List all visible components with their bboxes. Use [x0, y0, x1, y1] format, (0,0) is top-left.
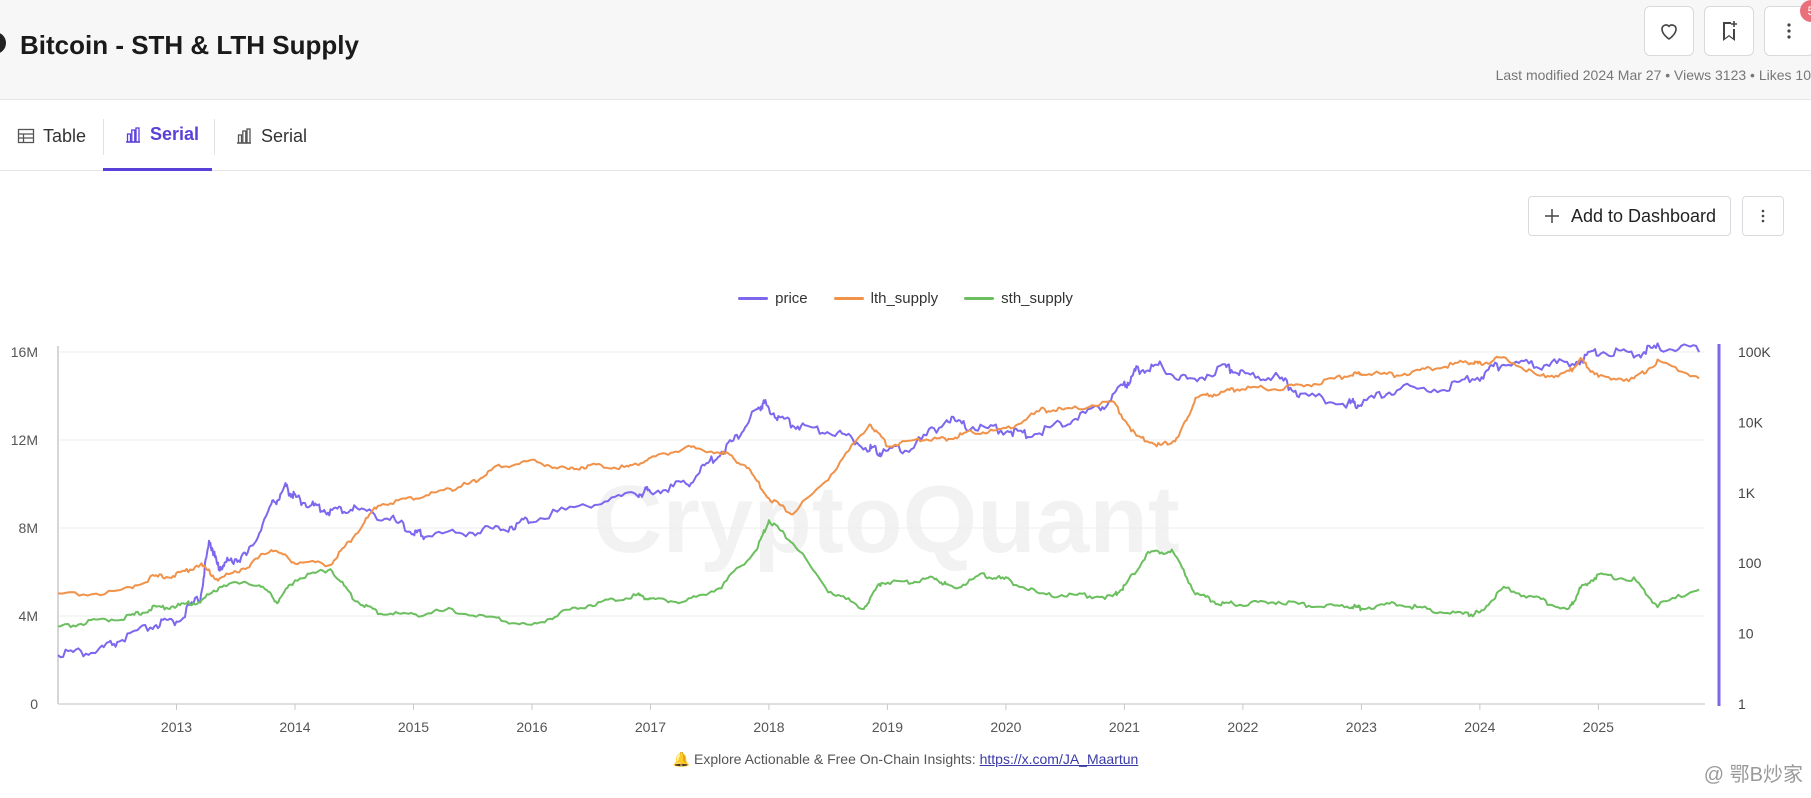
- x-tick-label: 2013: [161, 719, 192, 735]
- x-tick-label: 2015: [398, 719, 429, 735]
- chart-options-button[interactable]: [1742, 196, 1784, 236]
- legend-item-lth-supply[interactable]: lth_supply: [833, 290, 939, 307]
- bookmark-button[interactable]: [1704, 6, 1754, 56]
- y-right-tick-label: 1: [1738, 696, 1746, 712]
- heart-icon: [1661, 24, 1677, 40]
- page-title: Bitcoin - STH & LTH Supply: [20, 30, 359, 60]
- y-right-tick-label: 10: [1738, 626, 1754, 642]
- y-left-tick-label: 8M: [19, 520, 38, 536]
- legend-label: sth_supply: [1001, 290, 1073, 307]
- x-tick-label: 2019: [872, 719, 903, 735]
- more-vertical-icon: [1787, 23, 1791, 39]
- more-vertical-icon: [1761, 209, 1765, 223]
- add-to-dashboard-label: Add to Dashboard: [1570, 205, 1717, 226]
- legend-item-sth-supply[interactable]: sth_supply: [964, 290, 1073, 307]
- series-line-price: [57, 342, 1700, 659]
- y-right-tick-label: 1K: [1738, 485, 1756, 501]
- like-button[interactable]: [1644, 6, 1694, 56]
- footer-text: 🔔 Explore Actionable & Free On-Chain Ins…: [672, 751, 976, 767]
- view-tabs: Table Serial Serial: [0, 101, 1811, 171]
- notification-badge: 5: [1800, 0, 1811, 22]
- page-meta: Last modified 2024 Mar 27 • Views 3123 •…: [1495, 67, 1811, 83]
- legend-swatch: [964, 297, 995, 300]
- y-right-tick-label: 100K: [1738, 344, 1771, 360]
- chart-legend: price lth_supply sth_supply: [0, 290, 1811, 307]
- series-line-sth-supply: [57, 519, 1700, 629]
- y-left-tick-label: 16M: [11, 344, 38, 360]
- page-header: Bitcoin - STH & LTH Supply 5 Last modifi…: [0, 0, 1811, 100]
- y-right-tick-label: 100: [1738, 555, 1762, 571]
- tab-serial-label: Serial: [261, 125, 308, 146]
- x-tick-label: 2014: [279, 719, 310, 735]
- legend-swatch: [738, 297, 769, 300]
- tab-serial[interactable]: Serial: [235, 101, 307, 171]
- x-tick-label: 2017: [635, 719, 666, 735]
- y-left-tick-label: 4M: [19, 608, 38, 624]
- series-line-lth-supply: [57, 355, 1700, 597]
- y-left-tick-label: 0: [30, 696, 38, 712]
- tab-table-label: Table: [43, 125, 87, 146]
- x-tick-label: 2021: [1109, 719, 1140, 735]
- tab-divider: [214, 119, 215, 155]
- bookmark-add-icon: [1723, 21, 1737, 41]
- twitter-link[interactable]: https://x.com/JA_Maartun: [979, 751, 1139, 767]
- plus-icon: [1544, 209, 1559, 223]
- footer-note: 🔔 Explore Actionable & Free On-Chain Ins…: [0, 751, 1811, 768]
- bar-chart-icon: [126, 126, 140, 143]
- tab-serial-label: Serial: [150, 124, 200, 144]
- x-tick-label: 2024: [1464, 719, 1495, 735]
- legend-item-price[interactable]: price: [738, 290, 808, 307]
- y-left-tick-label: 12M: [11, 432, 38, 448]
- legend-swatch: [833, 297, 864, 300]
- x-tick-label: 2016: [516, 719, 547, 735]
- x-tick-label: 2022: [1227, 719, 1258, 735]
- x-tick-label: 2023: [1346, 719, 1377, 735]
- logo: [0, 32, 6, 54]
- bar-chart-icon: [237, 128, 251, 144]
- y-right-tick-label: 10K: [1738, 414, 1764, 430]
- x-tick-label: 2020: [990, 719, 1021, 735]
- tab-serial-active[interactable]: Serial: [103, 101, 212, 171]
- corner-watermark: @ 鄂B炒家: [1703, 764, 1803, 786]
- add-to-dashboard-button[interactable]: Add to Dashboard: [1528, 196, 1731, 236]
- tab-table[interactable]: Table: [17, 101, 86, 171]
- x-tick-label: 2018: [753, 719, 784, 735]
- tab-divider: [103, 119, 104, 155]
- line-chart[interactable]: CryptoQuant04M8M12M16M1101001K10K100K201…: [0, 330, 1811, 750]
- x-tick-label: 2025: [1583, 719, 1614, 735]
- legend-label: lth_supply: [870, 290, 939, 307]
- legend-label: price: [775, 290, 808, 307]
- table-icon: [17, 128, 35, 144]
